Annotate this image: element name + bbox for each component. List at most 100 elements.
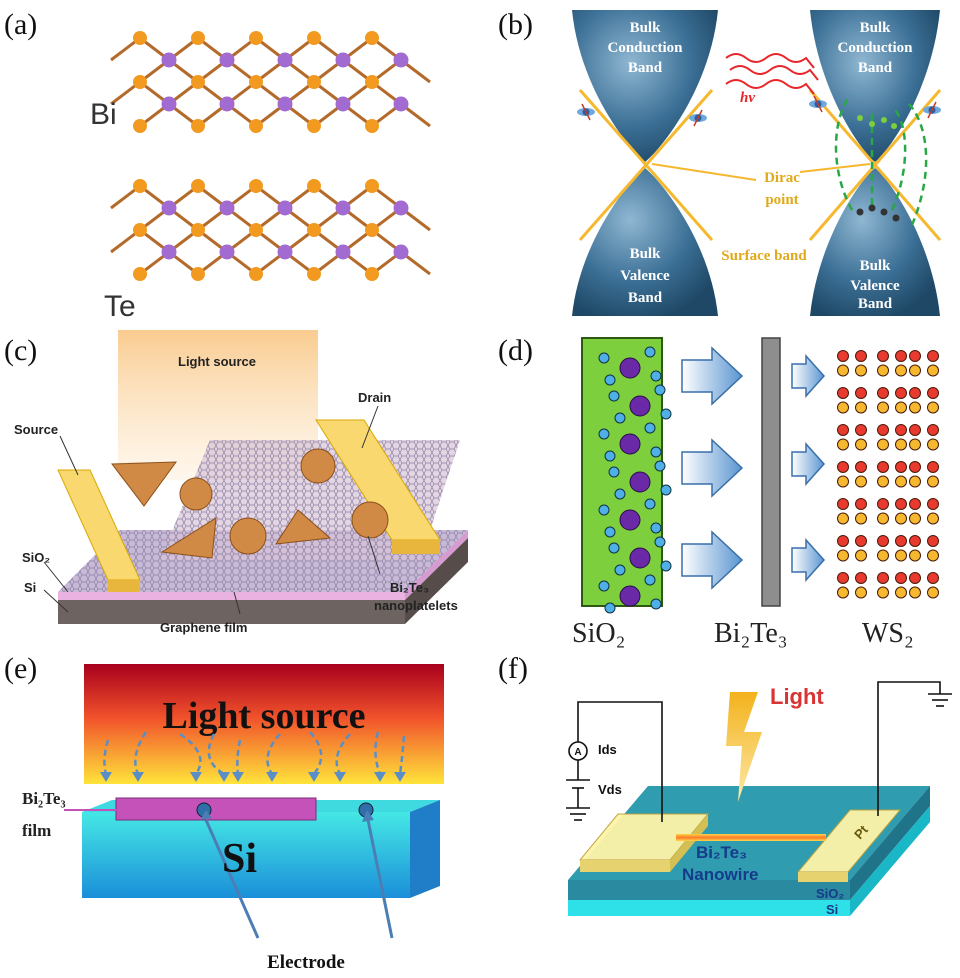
atom bbox=[335, 52, 351, 68]
ws2-atom bbox=[927, 549, 939, 562]
ws2-atom bbox=[927, 461, 939, 473]
atom bbox=[133, 267, 147, 281]
ws2-atom bbox=[855, 572, 867, 584]
atom bbox=[249, 119, 263, 133]
ws2-atom bbox=[909, 475, 921, 488]
surface-band-line bbox=[808, 89, 942, 241]
si-label-e: Si bbox=[222, 836, 257, 882]
light-label-f: Light bbox=[770, 684, 824, 709]
light-wave-icon bbox=[725, 53, 819, 95]
electrode-pointer bbox=[366, 819, 394, 939]
ammeter-icon bbox=[568, 741, 588, 761]
ws2-atom bbox=[837, 512, 849, 525]
atom bbox=[307, 267, 321, 281]
atom bbox=[249, 75, 263, 89]
vb-left-3: Band bbox=[628, 290, 663, 306]
o-atom bbox=[614, 564, 626, 576]
atom bbox=[393, 200, 409, 216]
o-atom bbox=[604, 450, 616, 462]
ws2-atom bbox=[909, 424, 921, 436]
ws2-atom bbox=[855, 401, 867, 414]
ws2-atom bbox=[837, 549, 849, 562]
panel-d-stack: SiO₂ Bi₂Te₃ WS₂ bbox=[572, 337, 939, 649]
ws2-atom bbox=[837, 350, 849, 362]
ws2-atom bbox=[837, 438, 849, 451]
cb-left-2: Conduction bbox=[607, 40, 683, 56]
ws2-atom bbox=[895, 387, 907, 399]
atom bbox=[191, 223, 205, 237]
ws2-atom bbox=[927, 438, 939, 451]
spin-icon bbox=[577, 103, 595, 121]
atom bbox=[191, 267, 205, 281]
atom bbox=[191, 179, 205, 193]
ws2-atom bbox=[877, 461, 889, 473]
ws2-atom bbox=[927, 350, 939, 362]
ws2-atom bbox=[837, 424, 849, 436]
ws2-atom bbox=[877, 535, 889, 547]
atom bbox=[161, 52, 177, 68]
atom bbox=[335, 96, 351, 112]
right-valence-cone bbox=[810, 168, 940, 316]
ws2-atom bbox=[855, 535, 867, 547]
vb-right-2: Valence bbox=[850, 278, 900, 294]
light-source-label-e: Light source bbox=[162, 695, 365, 737]
bite-label-f: Bi₂Te₃ bbox=[696, 843, 747, 862]
light-rays bbox=[103, 731, 406, 776]
ws2-atom bbox=[855, 549, 867, 562]
ws2-atom bbox=[927, 535, 939, 547]
ws2-atom bbox=[895, 572, 907, 584]
sio2-label: SiO₂ bbox=[22, 550, 50, 565]
ws2-atom bbox=[877, 401, 889, 414]
ws2-atom bbox=[909, 350, 921, 362]
ws2-atom bbox=[895, 350, 907, 362]
atom bbox=[335, 200, 351, 216]
atom bbox=[393, 52, 409, 68]
atom bbox=[365, 31, 379, 45]
vb-left-1: Bulk bbox=[630, 246, 662, 262]
vb-left-2: Valence bbox=[620, 268, 670, 284]
o-atom bbox=[604, 374, 616, 386]
atom bbox=[249, 31, 263, 45]
spin-icon bbox=[923, 101, 941, 119]
bi2te3-nanowire bbox=[676, 834, 826, 841]
atom bbox=[191, 75, 205, 89]
atom bbox=[307, 119, 321, 133]
ws2-atom bbox=[927, 401, 939, 414]
si-layer bbox=[58, 600, 405, 624]
holes bbox=[856, 204, 900, 222]
ws2-atom bbox=[895, 461, 907, 473]
ws2-atom bbox=[837, 498, 849, 510]
o-atom bbox=[644, 422, 656, 434]
atom bbox=[191, 31, 205, 45]
ws2-atom bbox=[909, 549, 921, 562]
atom bbox=[365, 119, 379, 133]
ws2-atom bbox=[855, 586, 867, 599]
drain-label: Drain bbox=[358, 390, 391, 405]
ws2-atom bbox=[909, 364, 921, 377]
ws2-atom bbox=[877, 475, 889, 488]
o-atom bbox=[654, 460, 666, 472]
te-label: Te bbox=[104, 290, 136, 323]
cb-right-3: Band bbox=[858, 60, 893, 76]
ammeter-label: A bbox=[574, 747, 581, 758]
ws2-atom bbox=[895, 438, 907, 451]
sio2-layer bbox=[58, 592, 405, 600]
atom bbox=[133, 119, 147, 133]
light-bolt-icon bbox=[726, 692, 762, 802]
si-atom bbox=[619, 509, 641, 531]
atom bbox=[365, 267, 379, 281]
ws2-atom bbox=[909, 438, 921, 451]
o-atom bbox=[598, 580, 610, 592]
ws2-atom bbox=[895, 586, 907, 599]
left-valence-cone bbox=[572, 168, 718, 316]
ws2-atom bbox=[877, 549, 889, 562]
atom bbox=[335, 244, 351, 260]
si-atom bbox=[619, 433, 641, 455]
ws2-atom bbox=[877, 438, 889, 451]
lower-quintuple-layer bbox=[110, 179, 431, 281]
o-atom bbox=[650, 522, 662, 534]
panel-f-device: A Ids Vds Light Pt Bi₂Te₃ Nanowire SiO₂ … bbox=[566, 681, 952, 917]
ws2-atom bbox=[909, 572, 921, 584]
ws2-atom bbox=[855, 424, 867, 436]
si-label-f: Si bbox=[826, 902, 838, 917]
